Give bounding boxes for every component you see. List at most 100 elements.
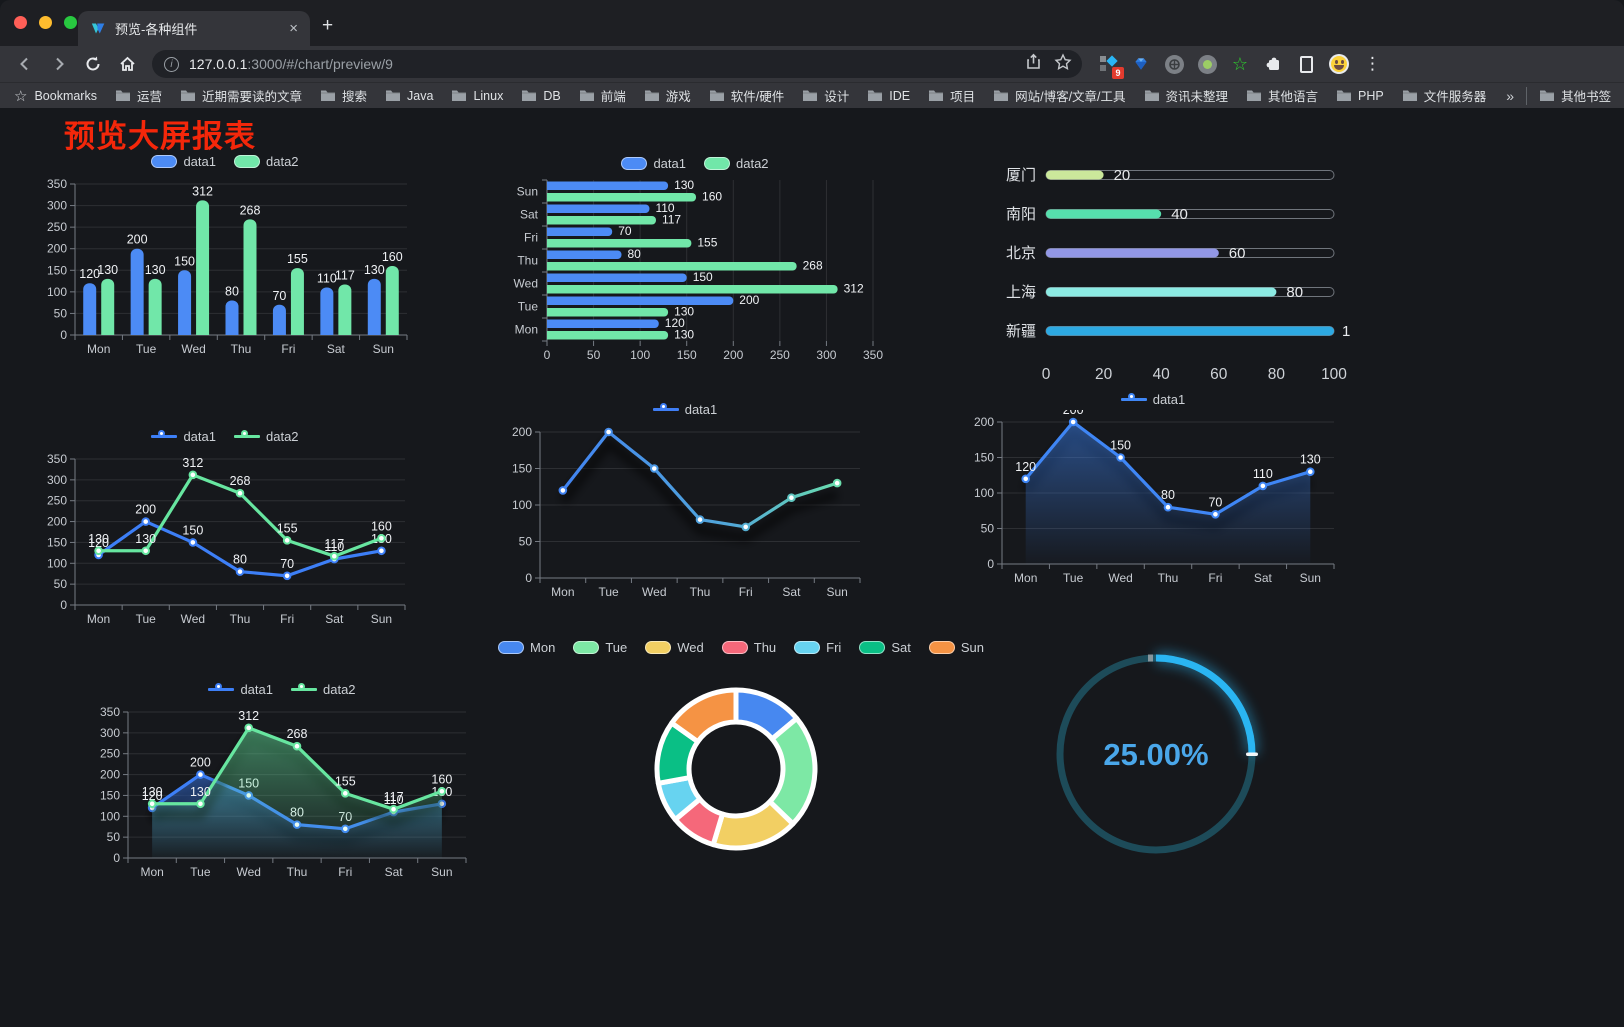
legend-item[interactable]: Tue bbox=[573, 640, 627, 655]
chart-text: 312 bbox=[192, 184, 213, 198]
reload-button[interactable] bbox=[76, 55, 110, 73]
legend-item[interactable]: Wed bbox=[645, 640, 704, 655]
minimize-window-button[interactable] bbox=[39, 16, 52, 29]
bookmark-item[interactable]: 搜索 bbox=[320, 86, 367, 105]
tab-title: 预览-各种组件 bbox=[115, 22, 198, 37]
legend-item[interactable]: Sun bbox=[928, 640, 984, 655]
bookmarks-overflow-chevron[interactable]: » bbox=[1506, 87, 1515, 104]
bookmark-star-icon[interactable] bbox=[1054, 52, 1072, 76]
bookmark-item[interactable]: Linux bbox=[451, 89, 503, 103]
bookmark-item[interactable]: IDE bbox=[867, 89, 910, 103]
chart-text: 200 bbox=[47, 515, 67, 529]
bookmark-item[interactable]: 前端 bbox=[579, 86, 626, 105]
new-tab-button[interactable]: + bbox=[322, 15, 334, 36]
chart-two-area-lines[interactable]: data1 data2 0 50 100 150 200 250 300 350 Mon Tue Wed… bbox=[88, 678, 476, 890]
chart-text: 110 bbox=[384, 793, 404, 807]
bookmark-item[interactable]: DB bbox=[521, 89, 561, 103]
legend-item[interactable]: data2 bbox=[704, 156, 769, 171]
legend-item[interactable]: data2 bbox=[234, 154, 299, 169]
bar bbox=[547, 193, 697, 202]
extension-blocks-icon[interactable]: 9 bbox=[1096, 52, 1124, 79]
chart-text: Sat bbox=[782, 585, 801, 599]
legend-item[interactable]: data1 bbox=[652, 402, 717, 417]
chart-capsule-progress[interactable]: 厦门 20 南阳 40 北京 60 上海 80 新疆 100 0 20 40 60 80 100 bbox=[988, 155, 1350, 387]
bookmark-item[interactable]: 资讯未整理 bbox=[1144, 86, 1228, 105]
chart-text: 110 bbox=[1253, 467, 1273, 481]
chart-text: 50 bbox=[54, 306, 68, 320]
data-point bbox=[1258, 481, 1268, 491]
bookmark-item[interactable]: 文件服务器 bbox=[1402, 86, 1486, 105]
device-frame-icon[interactable] bbox=[1294, 52, 1318, 76]
tab-close-icon[interactable]: × bbox=[289, 20, 298, 37]
chart-gradient-line[interactable]: data1 0 50 100 150 200 Mon Tue Wed Thu Fri Sat Sun bbox=[500, 398, 870, 610]
bookmark-item[interactable]: PHP bbox=[1336, 89, 1384, 103]
bar bbox=[178, 270, 192, 335]
bookmark-item[interactable]: 运营 bbox=[115, 86, 162, 105]
bookmark-item[interactable]: 其他语言 bbox=[1246, 86, 1318, 105]
chart-text: Thu bbox=[1158, 571, 1179, 585]
extension-green-star-icon[interactable]: ☆ bbox=[1231, 54, 1249, 74]
chart-doughnut[interactable]: Mon Tue Wed Thu Fri Sat Sun bbox=[498, 636, 984, 868]
chart-gauge[interactable]: 25.00% bbox=[1040, 638, 1272, 870]
chart-horizontal-bar[interactable]: data1 data2 0 50 100 150 200 250 300 350 Mon 120 130… bbox=[505, 152, 885, 367]
traffic-lights[interactable] bbox=[14, 16, 77, 29]
close-window-button[interactable] bbox=[14, 16, 27, 29]
extension-green-dot-icon[interactable] bbox=[1195, 52, 1219, 76]
bookmark-item[interactable]: 软件/硬件 bbox=[709, 86, 784, 105]
legend-item[interactable]: data1 bbox=[621, 156, 686, 171]
data-point bbox=[832, 478, 842, 488]
bookmark-item[interactable]: Java bbox=[385, 89, 433, 103]
browser-tab[interactable]: 预览-各种组件 × bbox=[78, 11, 310, 46]
bookmark-item[interactable]: 游戏 bbox=[644, 86, 691, 105]
back-button[interactable] bbox=[8, 55, 42, 73]
capsule-fill bbox=[1046, 170, 1104, 180]
chart-text: 160 bbox=[382, 250, 403, 264]
bookmark-item[interactable]: 项目 bbox=[928, 86, 975, 105]
chart-text: Tue bbox=[136, 612, 157, 626]
extension-gem-icon[interactable] bbox=[1129, 52, 1153, 76]
bookmark-item[interactable]: 设计 bbox=[802, 86, 849, 105]
data-point bbox=[787, 493, 796, 502]
address-bar[interactable]: i 127.0.0.1:3000/#/chart/preview/9 bbox=[152, 50, 1082, 78]
forward-button[interactable] bbox=[42, 55, 76, 73]
chart-text: 新疆 bbox=[1006, 323, 1036, 340]
chart-text: 155 bbox=[277, 521, 298, 535]
legend-item[interactable]: Sat bbox=[859, 640, 911, 655]
legend-item[interactable]: Fri bbox=[794, 640, 841, 655]
extensions-puzzle-icon[interactable] bbox=[1261, 52, 1285, 76]
chart-text: 厦门 bbox=[1006, 167, 1036, 184]
emoji-extension-icon[interactable] bbox=[1327, 52, 1351, 76]
data-point bbox=[340, 789, 350, 798]
bookmark-item[interactable]: 网站/博客/文章/工具 bbox=[993, 86, 1126, 105]
bookmarks-star-icon[interactable]: ☆ bbox=[14, 87, 28, 105]
bookmark-item[interactable]: 近期需要读的文章 bbox=[180, 86, 302, 105]
legend-item[interactable]: data1 bbox=[151, 429, 216, 444]
legend-item[interactable]: data1 bbox=[1120, 392, 1185, 407]
other-bookmarks-folder[interactable]: 其他书签 bbox=[1539, 86, 1611, 105]
site-info-icon[interactable]: i bbox=[164, 56, 179, 72]
browser-menu-icon[interactable]: ⋮ bbox=[1364, 54, 1381, 73]
chart-two-lines[interactable]: data1 data2 0 50 100 150 200 250 300 350 Mon Tue Wed… bbox=[35, 425, 415, 637]
chart-text: 50 bbox=[54, 577, 68, 591]
legend-item[interactable]: data1 bbox=[151, 154, 216, 169]
legend-item[interactable]: data1 bbox=[208, 682, 273, 697]
home-button[interactable] bbox=[110, 55, 144, 73]
maximize-window-button[interactable] bbox=[64, 16, 77, 29]
legend-item[interactable]: data2 bbox=[234, 429, 299, 444]
chart-text: Wed bbox=[181, 342, 205, 356]
chart-area-line[interactable]: data1 0 50 100 150 200 Mon Tue Wed Thu Fri Sat Sun 12… bbox=[962, 388, 1344, 596]
legend-item[interactable]: Thu bbox=[721, 640, 776, 655]
extension-wheel-icon[interactable] bbox=[1162, 52, 1186, 76]
share-icon[interactable] bbox=[1025, 53, 1042, 75]
chart-grouped-bar[interactable]: data1 data2 0 50 100 150 200 250 300 350 Mon Tue Wed… bbox=[35, 150, 415, 365]
chart-text: Sat bbox=[1254, 571, 1273, 585]
url-text[interactable]: 127.0.0.1:3000/#/chart/preview/9 bbox=[189, 56, 1013, 72]
chart-text: 50 bbox=[519, 535, 533, 549]
chart-text: 130 bbox=[145, 263, 166, 277]
bookmarks-label[interactable]: Bookmarks bbox=[34, 88, 97, 103]
chart-text: Thu bbox=[517, 254, 538, 268]
legend-item[interactable]: Mon bbox=[498, 640, 555, 655]
legend-item[interactable]: data2 bbox=[291, 682, 356, 697]
data-point bbox=[235, 488, 245, 498]
chart-text: 117 bbox=[662, 213, 681, 227]
